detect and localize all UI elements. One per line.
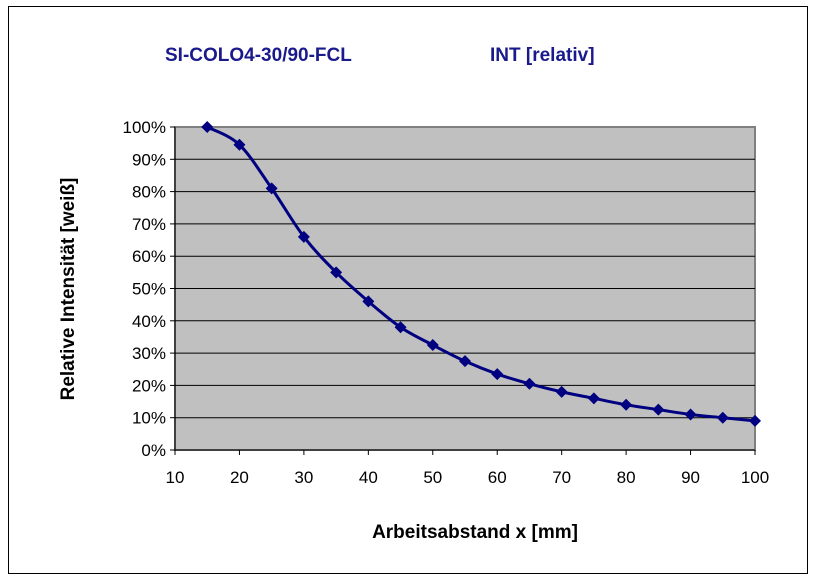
chart-title-unit: INT [relativ] <box>490 45 595 66</box>
x-tick-label: 60 <box>488 468 507 487</box>
y-tick-label: 0% <box>141 441 166 460</box>
x-axis-title: Arbeitsabstand x [mm] <box>372 522 578 543</box>
data-point-marker <box>362 295 375 308</box>
data-point-marker <box>265 182 278 195</box>
y-axis-title: Relative Intensität [weiß] <box>58 178 79 401</box>
x-tick-label: 90 <box>681 468 700 487</box>
data-point-marker <box>523 377 536 390</box>
data-point-marker <box>587 392 600 405</box>
x-tick-label: 10 <box>166 468 185 487</box>
x-tick-labels: 10 20 30 40 50 60 70 80 90 100 <box>166 468 770 487</box>
y-tick-label: 100% <box>123 118 166 137</box>
y-tick-label: 50% <box>132 280 166 299</box>
data-point-marker <box>684 408 697 421</box>
y-tick-label: 40% <box>132 312 166 331</box>
y-tick-label: 60% <box>132 247 166 266</box>
data-point-marker <box>652 403 665 416</box>
y-tick-label: 70% <box>132 215 166 234</box>
x-tick-label: 20 <box>230 468 249 487</box>
data-point-marker <box>297 230 310 243</box>
x-tick-label: 30 <box>294 468 313 487</box>
data-point-marker <box>749 414 761 427</box>
data-point-marker <box>459 355 471 368</box>
data-point-marker <box>426 339 439 352</box>
y-tick-label: 30% <box>132 344 166 363</box>
data-point-marker <box>620 398 633 411</box>
data-point-marker <box>201 121 214 133</box>
y-tick-label: 20% <box>132 376 166 395</box>
data-point-marker <box>233 138 246 151</box>
data-point-marker <box>555 385 568 398</box>
y-tick-label: 10% <box>132 409 166 428</box>
data-point-marker <box>716 411 729 424</box>
data-point-marker <box>394 321 407 334</box>
series-markers <box>201 121 761 427</box>
data-point-marker <box>491 368 504 381</box>
chart-title-name: SI-COLO4-30/90-FCL <box>165 45 352 66</box>
y-tick-label: 80% <box>132 183 166 202</box>
x-tick-label: 50 <box>423 468 442 487</box>
x-tick-label: 70 <box>552 468 571 487</box>
y-tick-labels: 0% 10% 20% 30% 40% 50% 60% 70% 80% 90% 100% <box>123 118 166 460</box>
gridlines <box>170 126 756 455</box>
x-tick-label: 80 <box>617 468 636 487</box>
x-tick-label: 100 <box>741 468 769 487</box>
data-point-marker <box>330 266 343 279</box>
x-tick-label: 40 <box>359 468 378 487</box>
y-tick-label: 90% <box>132 150 166 169</box>
